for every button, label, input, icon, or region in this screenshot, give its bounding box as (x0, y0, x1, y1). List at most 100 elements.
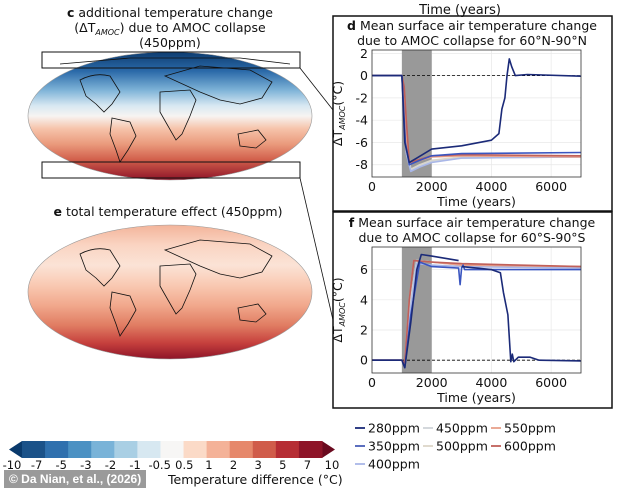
colorbar-bin (137, 441, 161, 458)
panel-f-frame (332, 211, 613, 409)
map-e-coastlines (79, 239, 273, 337)
colorbar-bin (160, 441, 185, 458)
panel-f-title-line2: due to AMOC collapse for 60°S-90°S (358, 230, 585, 245)
panel-e-title-text: total temperature effect (450ppm) (66, 204, 283, 219)
colorbar-bin (45, 441, 69, 458)
y-tick-label: -8 (356, 157, 369, 172)
colorbar-bin (183, 441, 208, 458)
colorbar-bin (252, 441, 277, 458)
legend-label: 550ppm (504, 421, 556, 436)
panel-e-title: e total temperature effect (450ppm) (54, 204, 283, 219)
y-tick-label: 2 (360, 322, 368, 337)
colorbar-tick-label: 2 (230, 458, 237, 472)
panel-c-title-line2: (ΔTAMOC) due to AMOC collapse (74, 20, 266, 37)
axes-frame (371, 246, 582, 374)
legend-label: 350ppm (368, 439, 420, 454)
map-c-coastlines (59, 57, 291, 163)
y-tick-label: -2 (356, 90, 368, 105)
map-c-north-box (41, 51, 301, 69)
x-tick-label: 2000 (416, 375, 448, 390)
colorbar-bin (91, 441, 115, 458)
colorbar-tick-label: 1 (205, 458, 212, 472)
panel-d-title-line2: due to AMOC collapse for 60°N-90°N (357, 33, 587, 48)
colorbar-tick-label: 5 (279, 458, 286, 472)
y-tick-label: 6 (360, 262, 368, 277)
x-tick-label: 2000 (416, 179, 448, 194)
panel-f-title-line1: f Mean surface air temperature change (349, 215, 596, 230)
panel-e-letter: e (54, 204, 62, 219)
top-cut-xlabel: Time (years) (418, 3, 501, 18)
y-axis-label-sub: AMOC (338, 105, 347, 131)
panel-c-title-text: additional temperature change (78, 5, 273, 20)
colorbar-tick-label: -5 (55, 458, 66, 472)
x-tick-label: 6000 (535, 375, 567, 390)
colorbar-tick-label: -2 (105, 458, 116, 472)
panel-c-title-open: (ΔT (74, 20, 95, 35)
y-axis-label: ΔTAMOC(°C) (330, 81, 347, 146)
y-axis-label-main: ΔT (330, 326, 345, 343)
y-axis-label-unit: (°C) (330, 81, 345, 106)
y-axis-label-unit: (°C) (330, 277, 345, 302)
panel-d-frame (332, 15, 613, 212)
x-axis-label: Time (years) (436, 390, 516, 405)
y-tick-label: 0 (360, 68, 368, 83)
y-tick-label: 4 (360, 292, 368, 307)
chart-panel-d: d Mean surface air temperature changedue … (330, 18, 597, 209)
y-axis-label-main: ΔT (330, 130, 345, 147)
x-tick-label: 0 (368, 375, 376, 390)
y-axis-label: ΔTAMOC(°C) (330, 277, 347, 342)
colorbar-tick-label: -0.5 (148, 458, 170, 472)
y-tick-label: 2 (360, 46, 368, 61)
legend-label: 450ppm (436, 421, 488, 436)
chart-panel-f: f Mean surface air temperature changedue … (330, 215, 596, 405)
connector-south (299, 177, 334, 321)
series-line-280ppm (372, 58, 582, 164)
panel-d-letter: d (347, 18, 356, 33)
y-tick-label: -4 (356, 113, 369, 128)
colorbar-tick-label: 0.5 (175, 458, 193, 472)
colorbar-bin (298, 441, 323, 458)
colorbar-tick-label: -3 (80, 458, 91, 472)
series-line-280ppm (461, 265, 582, 363)
colorbar-tick-label: -1 (129, 458, 140, 472)
panel-c-title-sub: AMOC (94, 28, 120, 37)
x-axis-label: Time (years) (436, 194, 516, 209)
panel-c-title-line3: (450ppm) (139, 35, 201, 50)
y-axis-label-sub: AMOC (338, 302, 347, 328)
y-tick-label: -6 (356, 135, 369, 150)
colorbar-extend-high (322, 441, 335, 458)
colorbar-tick-label: -10 (3, 458, 22, 472)
legend: 280ppm 450ppm 550ppm 350ppm 500ppm 600ppm 400p… (355, 421, 556, 472)
axes-frame (371, 49, 582, 178)
colorbar-tick-label: 10 (325, 458, 340, 472)
colorbar-tick-label: 3 (254, 458, 261, 472)
colorbar-bin (206, 441, 231, 458)
colorbar-tick-label: -7 (31, 458, 42, 472)
colorbar-bin (68, 441, 92, 458)
panel-c-title-line1: c additional temperature change (67, 5, 273, 20)
x-tick-label: 4000 (476, 375, 508, 390)
map-c (27, 51, 334, 321)
connector-north (299, 67, 334, 111)
colorbar-bin (229, 441, 254, 458)
map-c-south-box (41, 161, 301, 179)
panel-c-title-rest: ) due to AMOC collapse (120, 20, 266, 35)
colorbar-extend-low (9, 441, 22, 458)
x-tick-label: 6000 (535, 179, 567, 194)
panel-d-title-line1: d Mean surface air temperature change (347, 18, 597, 33)
x-tick-label: 0 (368, 179, 376, 194)
colorbar-label: Temperature difference (°C) (167, 472, 343, 487)
legend-label: 500ppm (436, 439, 488, 454)
y-tick-label: 0 (360, 353, 368, 368)
colorbar-bin (22, 441, 46, 458)
colorbar-tick-label: 7 (304, 458, 311, 472)
map-c-globe (27, 51, 313, 181)
legend-label: 280ppm (368, 421, 420, 436)
legend-label: 400ppm (368, 457, 420, 472)
watermark: © Da Nian, et al., (2026) (4, 470, 147, 488)
panel-d-title-text: Mean surface air temperature change (360, 18, 597, 33)
x-tick-label: 4000 (476, 179, 508, 194)
map-e-globe (27, 224, 313, 360)
map-e (27, 224, 313, 360)
